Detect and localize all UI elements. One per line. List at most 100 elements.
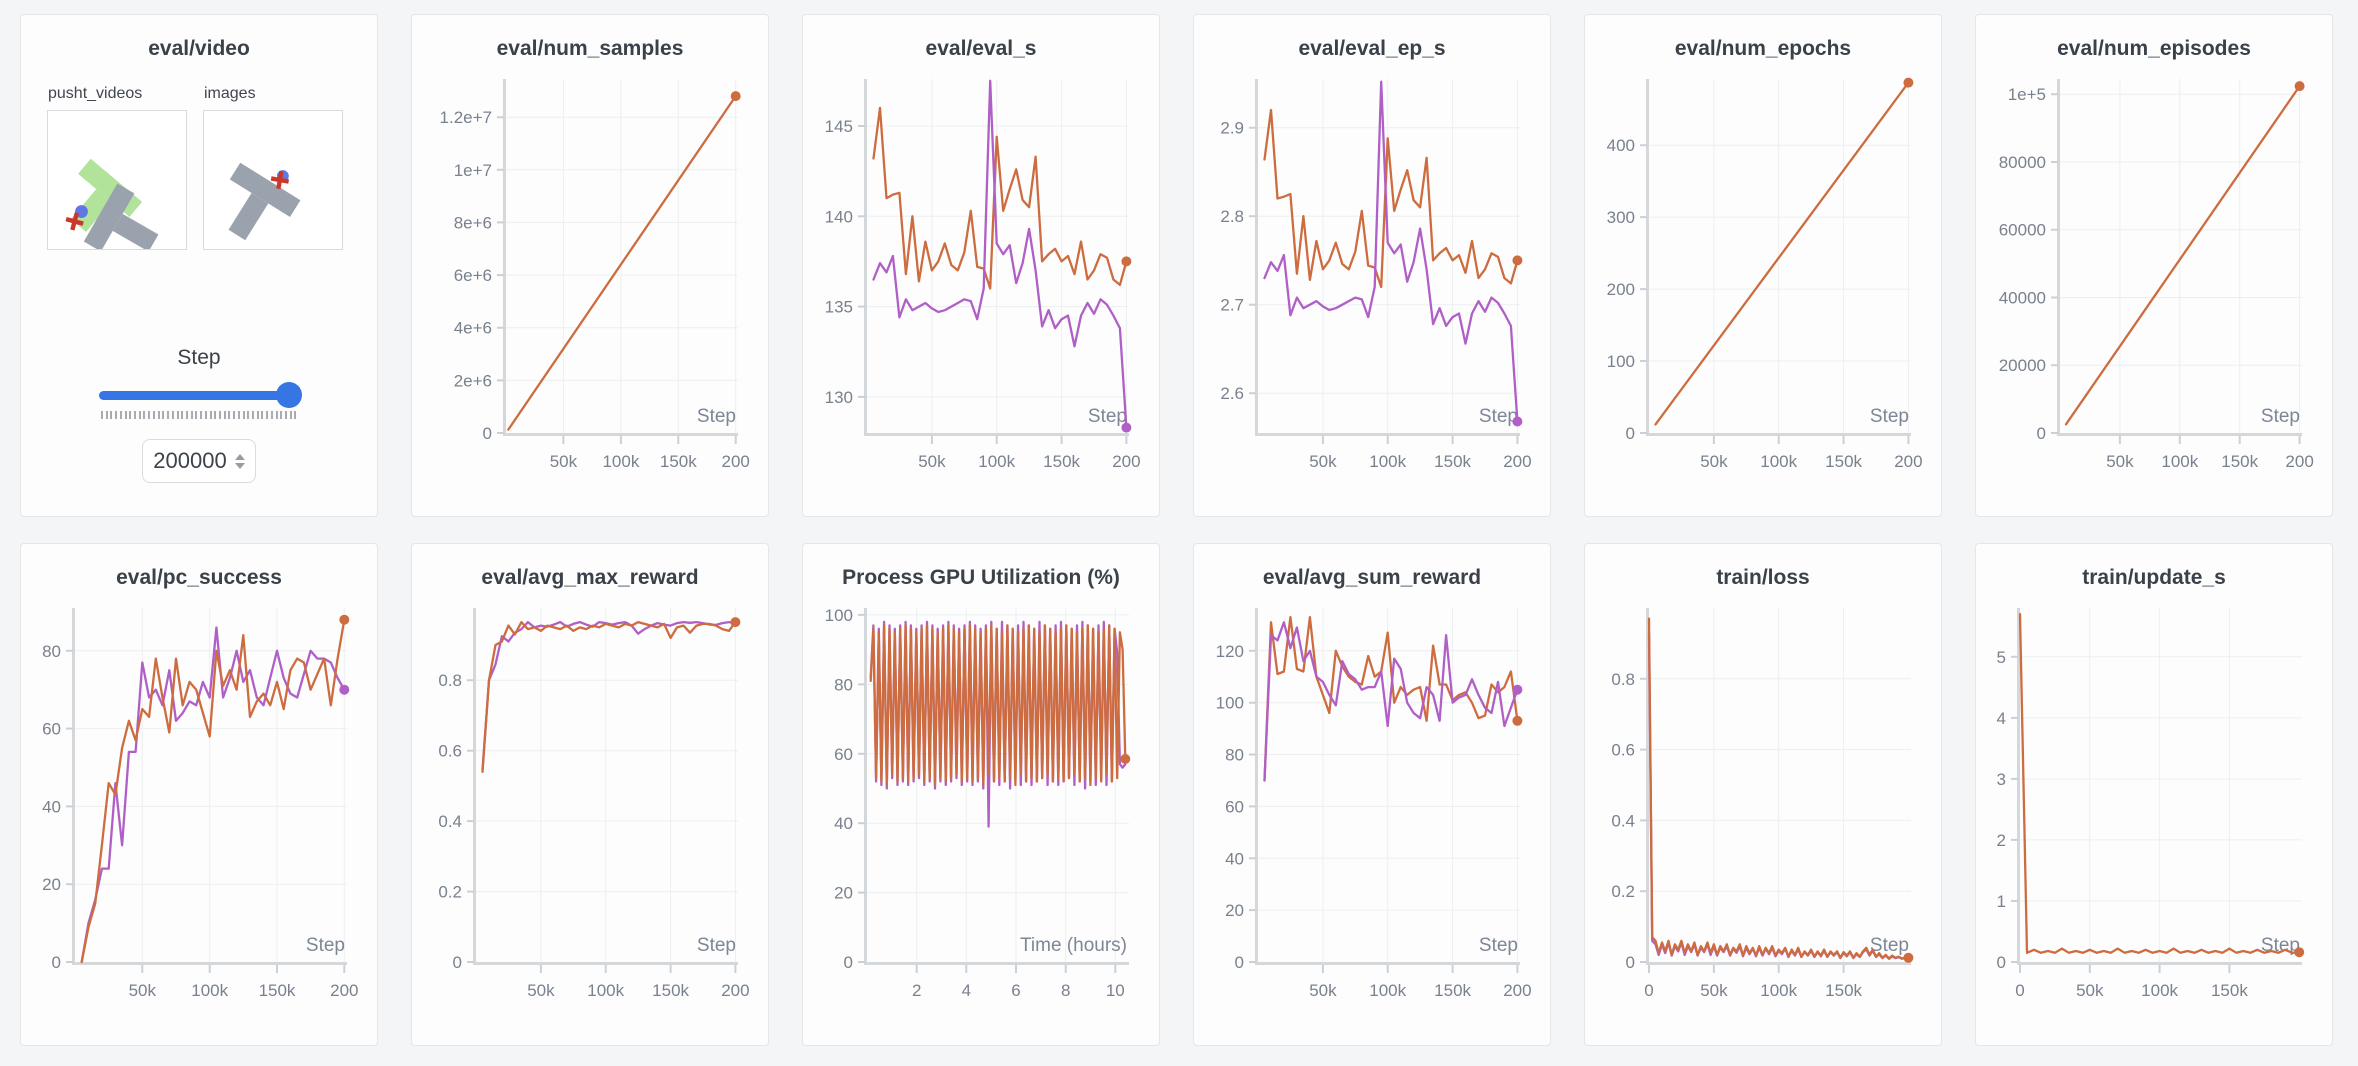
step-down-icon[interactable] <box>234 462 245 469</box>
panel-title: eval/num_episodes <box>2057 37 2251 60</box>
axes: 0 20000 40000 60000 80000 1e+5 50k 100k 150k 200 S… <box>1999 79 2314 471</box>
panel-eval-video[interactable]: eval/video pusht_videos <box>20 14 378 517</box>
chart-canvas[interactable]: 0 20000 40000 60000 80000 1e+5 50k 100k 150k 200 S… <box>1976 67 2332 491</box>
y-tick-label: 3 <box>1997 770 2006 789</box>
panel-eval-num-epochs[interactable]: eval/num_epochs 0 100 200 300 400 50k 100k 150k… <box>1584 14 1942 517</box>
x-tick-label: 8 <box>1061 981 1070 1000</box>
chart-eval-eval-s[interactable]: 130 135 140 145 50k 100k 150k 200 Step <box>803 67 1159 491</box>
panel-eval-eval-ep-s[interactable]: eval/eval_ep_s 2.6 2.7 2.8 2.9 50k 100k 150k 20… <box>1193 14 1551 517</box>
chart-eval-num-samples[interactable]: 0 2e+6 4e+6 6e+6 8e+6 1e+7 1.2e+7 50k 100k 150k 20… <box>412 67 768 491</box>
series-orange-run <box>80 618 346 964</box>
x-tick-label: 150k <box>652 981 689 1000</box>
step-up-icon[interactable] <box>234 453 245 460</box>
y-tick-label: 140 <box>825 207 853 226</box>
y-tick-label: 300 <box>1607 208 1635 227</box>
chart-canvas[interactable]: 130 135 140 145 50k 100k 150k 200 Step <box>803 67 1159 491</box>
series-orange-run <box>1263 615 1519 782</box>
panel-gpu-utilization[interactable]: Process GPU Utilization (%) 0 20 40 60 80 100… <box>802 543 1160 1046</box>
x-tick-label: 150k <box>1825 981 1862 1000</box>
y-tick-label: 40 <box>42 797 61 816</box>
series-orange-run <box>507 94 737 431</box>
x-tick-label: 200 <box>330 981 358 1000</box>
x-tick-label: 50k <box>2076 981 2104 1000</box>
x-tick-label: 100k <box>191 981 228 1000</box>
panel-eval-num-episodes[interactable]: eval/num_episodes 0 20000 40000 60000 80000 1… <box>1975 14 2333 517</box>
images-thumbnail[interactable] <box>203 110 343 250</box>
x-axis-label: Step <box>1479 935 1518 956</box>
axes: 2.6 2.7 2.8 2.9 50k 100k 150k 200 Step <box>1220 79 1532 471</box>
x-tick-label: 150k <box>2221 452 2258 471</box>
pusht-video-thumbnail[interactable] <box>47 110 187 252</box>
panel-train-update-s[interactable]: train/update_s 0 1 2 3 4 5 0 50k 100k 150k Step <box>1975 543 2333 1046</box>
x-tick-label: 50k <box>1700 981 1728 1000</box>
y-tick-label: 0 <box>1997 953 2006 972</box>
x-tick-label: 0 <box>1644 981 1653 1000</box>
y-tick-label: 0 <box>1626 953 1635 972</box>
chart-eval-eval-ep-s[interactable]: 2.6 2.7 2.8 2.9 50k 100k 150k 200 Step <box>1194 67 1550 491</box>
slider-knob[interactable] <box>276 382 302 408</box>
chart-eval-avg-sum-reward[interactable]: 0 20 40 60 80 100 120 50k 100k 150k 200 Step <box>1194 596 1550 1020</box>
x-axis-label: Step <box>1088 406 1127 427</box>
y-tick-label: 1e+7 <box>454 161 492 180</box>
x-tick-label: 50k <box>550 452 578 471</box>
step-input[interactable]: 200000 <box>142 439 256 483</box>
series-orange-run <box>2064 84 2301 426</box>
x-tick-label: 100k <box>1369 452 1406 471</box>
chart-eval-num-epochs[interactable]: 0 100 200 300 400 50k 100k 150k 200 Step <box>1585 67 1941 491</box>
chart-eval-pc-success[interactable]: 0 20 40 60 80 50k 100k 150k 200 Step <box>21 596 377 1020</box>
chart-canvas[interactable]: 2.6 2.7 2.8 2.9 50k 100k 150k 200 Step <box>1194 67 1550 491</box>
y-tick-label: 80 <box>1225 746 1244 765</box>
end-dot-orange-run <box>1512 715 1523 726</box>
chart-canvas[interactable]: 0 2e+6 4e+6 6e+6 8e+6 1e+7 1.2e+7 50k 100k 150k 20… <box>412 67 768 491</box>
y-tick-label: 0 <box>1626 424 1635 443</box>
series-purple-run <box>1263 621 1519 782</box>
x-tick-label: 200 <box>722 452 750 471</box>
panel-eval-avg-max-reward[interactable]: eval/avg_max_reward 0 0.2 0.4 0.6 0.8 50k 100k… <box>411 543 769 1046</box>
step-slider-label: Step <box>177 346 221 369</box>
panel-title: eval/num_epochs <box>1674 37 1852 60</box>
x-tick-label: 50k <box>918 452 946 471</box>
panel-train-loss[interactable]: train/loss 0 0.2 0.4 0.6 0.8 0 50k 100k 150k Step <box>1584 543 1942 1046</box>
chart-canvas[interactable]: 0 20 40 60 80 100 120 50k 100k 150k 200 Step <box>1194 596 1550 1020</box>
y-tick-label: 20 <box>1225 901 1244 920</box>
panel-eval-eval-s[interactable]: eval/eval_s 130 135 140 145 50k 100k 150k 200 St… <box>802 14 1160 517</box>
panel-eval-avg-sum-reward[interactable]: eval/avg_sum_reward 0 20 40 60 80 100 120 50k 10… <box>1193 543 1551 1046</box>
panel-title: train/update_s <box>2082 566 2226 589</box>
slider-track[interactable] <box>99 391 299 400</box>
series-purple-run <box>80 626 346 964</box>
end-dot-orange-run <box>1121 256 1132 267</box>
chart-canvas[interactable]: 0 20 40 60 80 50k 100k 150k 200 Step <box>21 596 377 1020</box>
x-axis-label: Step <box>306 935 345 956</box>
x-tick-label: 100k <box>587 981 624 1000</box>
x-tick-label: 6 <box>1011 981 1020 1000</box>
panel-eval-num-samples[interactable]: eval/num_samples 0 2e+6 4e+6 6e+6 8e+6 1e+7 1.… <box>411 14 769 517</box>
x-tick-label: 150k <box>660 452 697 471</box>
series-orange-run <box>481 620 737 773</box>
step-slider[interactable] <box>99 382 302 408</box>
step-value[interactable]: 200000 <box>153 448 227 473</box>
x-tick-label: 150k <box>2211 981 2248 1000</box>
stepper-arrows[interactable] <box>234 453 245 469</box>
series-purple-run <box>872 79 1128 429</box>
y-tick-label: 2.7 <box>1220 296 1244 315</box>
x-tick-label: 200 <box>1503 981 1531 1000</box>
x-tick-label: 50k <box>2106 452 2134 471</box>
end-dot-purple-run <box>1512 684 1523 695</box>
panel-eval-pc-success[interactable]: eval/pc_success 0 20 40 60 80 50k 100k 150k 200 S… <box>20 543 378 1046</box>
pusht-image-icon <box>228 162 301 241</box>
chart-train-update-s[interactable]: 0 1 2 3 4 5 0 50k 100k 150k Step <box>1976 596 2332 1020</box>
chart-canvas[interactable]: 0 0.2 0.4 0.6 0.8 0 50k 100k 150k Step <box>1585 596 1941 1020</box>
chart-canvas[interactable]: 0 100 200 300 400 50k 100k 150k 200 Step <box>1585 67 1941 491</box>
chart-eval-num-episodes[interactable]: 0 20000 40000 60000 80000 1e+5 50k 100k 150k 200 S… <box>1976 67 2332 491</box>
y-tick-label: 2.8 <box>1220 207 1244 226</box>
x-axis-label: Step <box>1870 935 1909 956</box>
chart-gpu-utilization[interactable]: 0 20 40 60 80 100 2 4 6 8 10 Time (hours) <box>803 596 1159 1020</box>
x-axis-label: Step <box>2261 406 2300 427</box>
series-orange-run <box>2018 612 2301 954</box>
chart-canvas[interactable]: 0 0.2 0.4 0.6 0.8 50k 100k 150k 200 Step <box>412 596 768 1020</box>
chart-eval-avg-max-reward[interactable]: 0 0.2 0.4 0.6 0.8 50k 100k 150k 200 Step <box>412 596 768 1020</box>
axes: 0 0.2 0.4 0.6 0.8 0 50k 100k 150k Step <box>1611 608 1911 1000</box>
chart-train-loss[interactable]: 0 0.2 0.4 0.6 0.8 0 50k 100k 150k Step <box>1585 596 1941 1020</box>
chart-canvas[interactable]: 0 20 40 60 80 100 2 4 6 8 10 Time (hours) <box>803 596 1159 1020</box>
